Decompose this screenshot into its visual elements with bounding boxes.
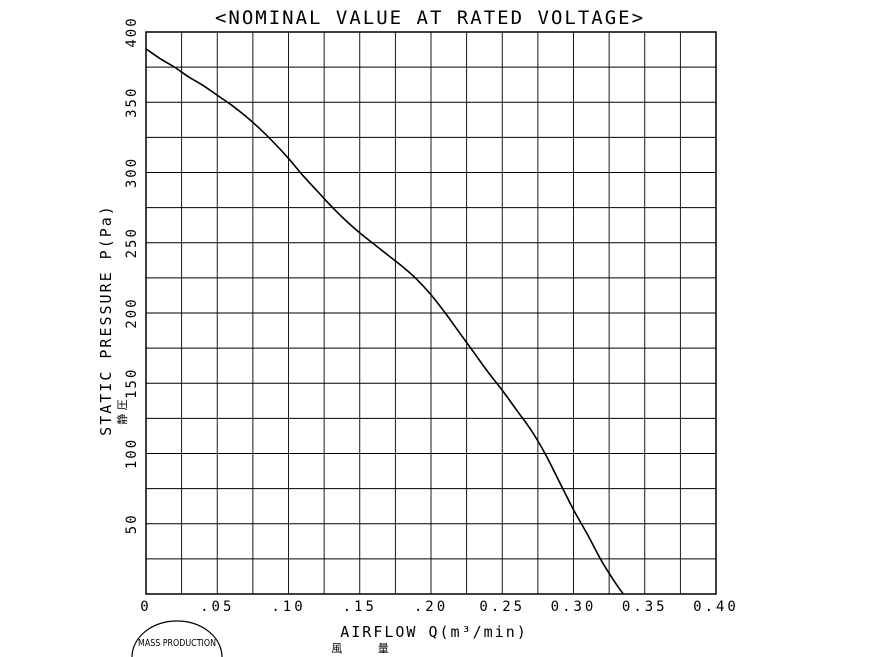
- y-tick-label: 350: [124, 87, 140, 118]
- grid-lines: [146, 32, 716, 594]
- x-tick-label: 0.30: [551, 599, 597, 615]
- plot-frame: [145, 31, 717, 595]
- x-tick-label: 0.35: [622, 599, 668, 615]
- y-tick-label: 50: [124, 513, 140, 534]
- stamp-text: MASS PRODUCTION: [138, 638, 216, 649]
- curve-layer: [145, 48, 625, 595]
- x-tick-label: .05: [200, 599, 234, 615]
- x-axis-label: AIRFLOW Q(m³/min): [340, 623, 528, 641]
- y-tick-label: 150: [124, 368, 140, 399]
- y-tick-labels: 50 100 150 200 250 300 350 400: [124, 16, 140, 534]
- y-tick-label: 400: [124, 16, 140, 47]
- mass-production-stamp: MASS PRODUCTION: [131, 620, 223, 657]
- y-axis-label-jp: 静 圧: [115, 399, 129, 425]
- y-tick-label: 100: [124, 438, 140, 469]
- x-tick-labels: 0 .05 .10 .15 .20 0.25 0.30 0.35 0.40: [140, 599, 739, 615]
- x-tick-label: .20: [414, 599, 448, 615]
- x-tick-label: 0: [140, 599, 151, 615]
- x-axis-label-jp: 風 量: [331, 642, 405, 655]
- y-axis-label: STATIC PRESSURE P(Pa): [97, 204, 115, 436]
- x-tick-label: .15: [343, 599, 377, 615]
- y-tick-label: 300: [124, 157, 140, 188]
- stamp-arc: [131, 620, 223, 657]
- pq-curve: [145, 48, 625, 595]
- x-tick-label: .10: [271, 599, 305, 615]
- x-tick-label: 0.40: [693, 599, 739, 615]
- chart-title: <NOMINAL VALUE AT RATED VOLTAGE>: [215, 7, 645, 29]
- y-tick-label: 250: [124, 227, 140, 258]
- y-tick-label: 200: [124, 297, 140, 328]
- x-tick-label: 0.25: [479, 599, 525, 615]
